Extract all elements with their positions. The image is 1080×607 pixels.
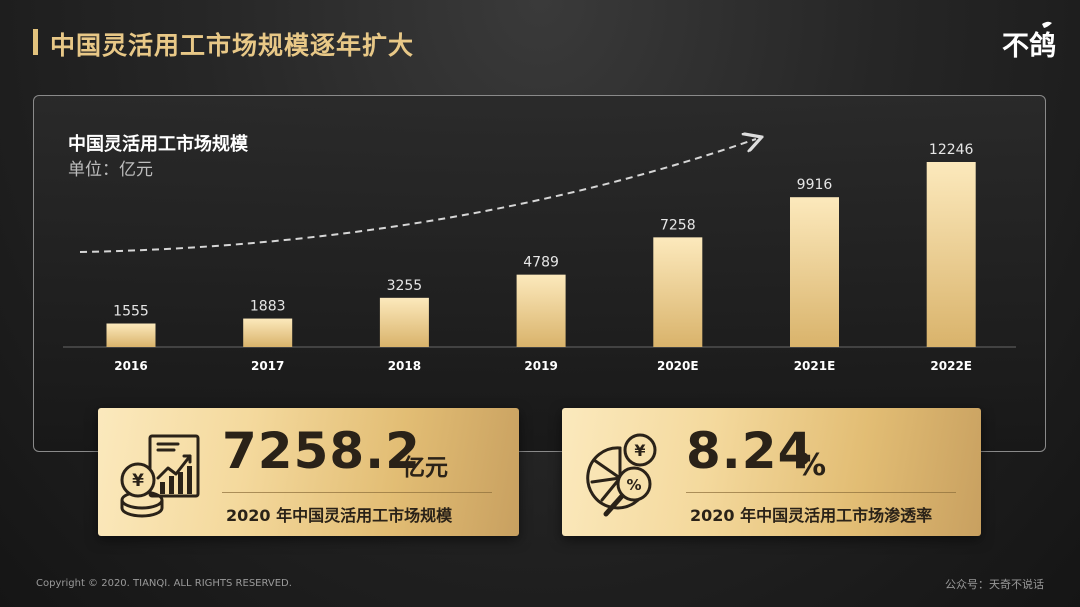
x-tick-label: 2017 (251, 359, 284, 373)
logo-text: 不鸽 (1002, 31, 1056, 62)
page-title: 中国灵活用工市场规模逐年扩大 (50, 31, 415, 60)
chart-panel (33, 95, 1046, 452)
market-size-value: 7258.2 (222, 422, 421, 480)
bird-icon (1042, 21, 1052, 28)
x-tick-label: 2019 (524, 359, 557, 373)
bar-value-label: 1555 (113, 304, 149, 320)
svg-text:¥: ¥ (132, 471, 144, 491)
penetration-rate-value: 8.24 (686, 422, 814, 480)
x-tick-label: 2016 (114, 359, 147, 373)
market-size-caption: 2020 年中国灵活用工市场规模 (226, 506, 453, 525)
brand-logo: 不鸽 (1002, 18, 1058, 64)
bar-value-label: 4789 (523, 255, 559, 271)
x-tick-label: 2022E (930, 359, 972, 373)
bar-2022E (926, 162, 976, 347)
market-size-unit: 亿元 (402, 455, 448, 481)
x-tick-label: 2018 (388, 359, 421, 373)
coin-chart-icon: ¥ (120, 434, 200, 518)
source-text: 公众号：天奇不说话 (945, 578, 1044, 591)
x-tick-label: 2021E (794, 359, 836, 373)
chart-title: 中国灵活用工市场规模 (68, 134, 248, 155)
penetration-rate-caption: 2020 年中国灵活用工市场渗透率 (690, 506, 933, 525)
card-divider (686, 492, 956, 493)
title-accent-bar (33, 29, 38, 55)
svg-text:¥: ¥ (634, 441, 645, 460)
penetration-rate-card: ¥ % 8.24 % 2020 年中国灵活用工市场渗透率 (562, 408, 981, 536)
card-divider (222, 492, 492, 493)
pie-magnifier-icon: ¥ % (586, 433, 657, 517)
copyright-text: Copyright © 2020. TIANQI. ALL RIGHTS RES… (36, 578, 292, 589)
chart-unit-label: 单位：亿元 (68, 160, 153, 180)
bar-value-label: 9916 (797, 177, 833, 193)
bar-2021E (790, 197, 839, 347)
bar-2018 (379, 297, 429, 347)
bar-2019 (516, 274, 566, 347)
bar-2020E (653, 237, 703, 347)
bar-2016 (106, 323, 156, 347)
x-tick-label: 2020E (657, 359, 699, 373)
bar-value-label: 3255 (387, 278, 423, 294)
penetration-rate-unit: % (796, 448, 827, 483)
trend-arrow (79, 139, 756, 253)
bar-value-label: 1883 (250, 299, 286, 315)
bar-value-label: 12246 (929, 142, 974, 158)
bar-value-label: 7258 (660, 217, 696, 233)
market-size-card: ¥ 7258.2 亿元 2020 年中国灵活用工市场规模 (98, 408, 519, 536)
svg-text:%: % (626, 476, 641, 494)
bar-2017 (243, 318, 293, 347)
